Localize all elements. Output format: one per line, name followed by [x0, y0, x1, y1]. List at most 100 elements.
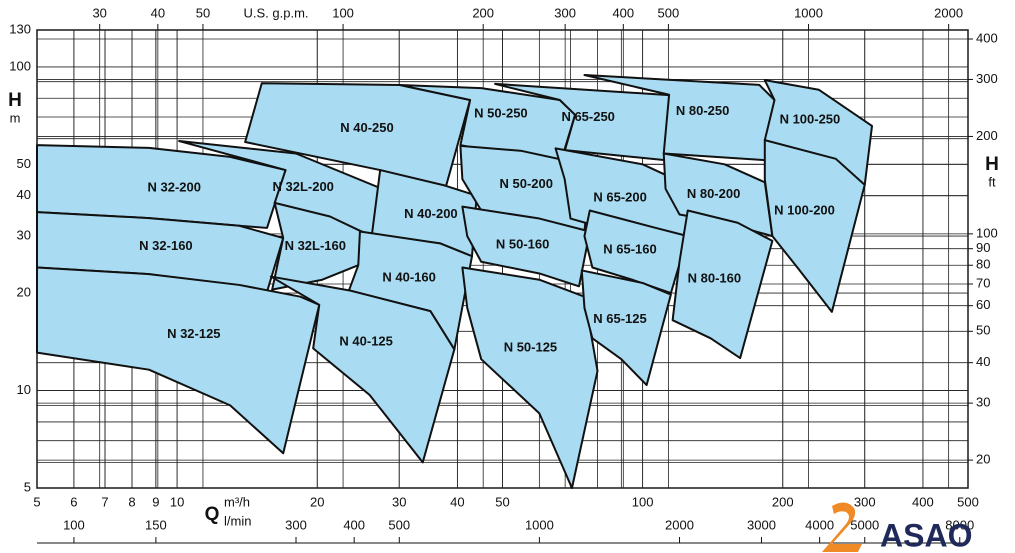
region-label: N 100-200 — [774, 203, 835, 218]
x3-tick-label: 8000 — [945, 517, 974, 532]
y2-tick-label: 400 — [976, 30, 998, 45]
logo-text: ASAO — [880, 517, 972, 553]
region-label: N 40-160 — [382, 270, 435, 285]
x3-tick-label: 500 — [388, 517, 410, 532]
y-tick-label: 20 — [17, 285, 31, 300]
x2-tick-label: 500 — [658, 5, 680, 20]
x-tick-label: 8 — [128, 494, 135, 509]
x3-tick-label: 4000 — [805, 517, 834, 532]
region-label: N 80-160 — [688, 270, 741, 285]
y-tick-label: 40 — [17, 187, 31, 202]
region-label: N 32L-200 — [272, 179, 333, 194]
x2-tick-label: 200 — [472, 5, 494, 20]
y2-tick-label: 300 — [976, 71, 998, 86]
y-tick-label: 5 — [24, 479, 31, 494]
pump-region — [671, 209, 774, 360]
x-tick-label: 30 — [392, 494, 406, 509]
region-label: N 65-125 — [593, 311, 646, 326]
x3-tick-label: 2000 — [665, 517, 694, 532]
x2-tick-label: 300 — [554, 5, 576, 20]
region-label: N 65-250 — [561, 109, 614, 124]
x3-tick-label: 150 — [145, 517, 167, 532]
x-tick-label: 300 — [854, 494, 876, 509]
x3-tick-label: 3000 — [747, 517, 776, 532]
x-tick-label: 5 — [33, 494, 40, 509]
x-tick-label: 6 — [70, 494, 77, 509]
y2-tick-label: 90 — [976, 240, 990, 255]
x-unit: m³/h — [224, 494, 250, 509]
x-tick-label: 7 — [101, 494, 108, 509]
x3-tick-label: 1000 — [525, 517, 554, 532]
y-label: H — [8, 90, 22, 111]
region-label: N 50-250 — [474, 105, 527, 120]
x-tick-label: 50 — [495, 494, 509, 509]
x2-tick-label: 400 — [612, 5, 634, 20]
y2-tick-label: 40 — [976, 354, 990, 369]
x-tick-label: 200 — [772, 494, 794, 509]
x2-unit: U.S. g.p.m. — [243, 5, 308, 20]
region-label: N 32L-160 — [285, 238, 346, 253]
region-label: N 32-200 — [148, 179, 201, 194]
x-tick-label: 40 — [450, 494, 464, 509]
regions — [36, 73, 874, 489]
y-tick-label: 100 — [9, 58, 31, 73]
pump-region — [763, 139, 866, 313]
pump-region — [580, 269, 672, 387]
pump-region — [461, 266, 599, 489]
region-label: N 80-250 — [676, 103, 729, 118]
y2-label: H — [985, 154, 999, 175]
logo-shape — [822, 502, 862, 552]
y2-tick-label: 50 — [976, 323, 990, 338]
region-label: N 50-160 — [496, 236, 549, 251]
y2-tick-label: 200 — [976, 128, 998, 143]
y2-tick-label: 100 — [976, 225, 998, 240]
x-tick-label: 100 — [632, 494, 654, 509]
region-label: N 32-125 — [167, 326, 220, 341]
logo-mark — [822, 502, 862, 552]
y2-unit: ft — [988, 174, 996, 189]
x2-tick-label: 40 — [151, 5, 165, 20]
region-label: N 40-125 — [339, 334, 392, 349]
axes: 5 6 7 8 9 10 20 30 40 50 100 200 300 400 500 5 10 20 30 40 5… — [9, 5, 998, 544]
y2-tick-label: 20 — [976, 452, 990, 467]
region-label: N 100-250 — [780, 112, 841, 127]
x-tick-label: 500 — [957, 494, 979, 509]
region-label: N 50-125 — [504, 339, 557, 354]
region-label: N 65-200 — [593, 189, 646, 204]
x2-tick-label: 100 — [332, 5, 354, 20]
y-tick-label: 10 — [17, 382, 31, 397]
pump-region — [36, 266, 321, 455]
x-tick-label: 10 — [170, 494, 184, 509]
region-label: N 80-200 — [687, 186, 740, 201]
y2-tick-label: 70 — [976, 275, 990, 290]
region-label: N 40-200 — [404, 206, 457, 221]
x3-tick-label: 400 — [343, 517, 365, 532]
region-label: N 65-160 — [603, 241, 656, 256]
x-label: Q — [205, 504, 220, 525]
x2-tick-label: 50 — [196, 5, 210, 20]
x3-tick-label: 100 — [63, 517, 85, 532]
x-tick-label: 400 — [912, 494, 934, 509]
pump-region — [461, 205, 591, 288]
region-label: N 40-250 — [340, 120, 393, 135]
x3-tick-label: 300 — [285, 517, 307, 532]
x2-tick-label: 30 — [92, 5, 106, 20]
region-labels: N 32-200 N 32-160 N 32-125 N 32L-200 N 32L-1… — [139, 103, 840, 355]
pump-region — [271, 201, 368, 291]
pump-region — [269, 275, 456, 464]
x2-tick-label: 1000 — [794, 5, 823, 20]
y-tick-label: 50 — [17, 156, 31, 171]
region-label: N 50-200 — [499, 176, 552, 191]
y2-tick-label: 30 — [976, 395, 990, 410]
y-tick-label: 130 — [9, 21, 31, 36]
region-label: N 32-160 — [139, 238, 192, 253]
x3-tick-label: 5000 — [850, 517, 879, 532]
y2-tick-label: 80 — [976, 257, 990, 272]
y-unit: m — [10, 110, 21, 125]
x2-tick-label: 2000 — [934, 5, 963, 20]
y-tick-label: 30 — [17, 228, 31, 243]
x3-unit: l/min — [224, 513, 251, 528]
y2-tick-label: 60 — [976, 297, 990, 312]
x-tick-label: 9 — [152, 494, 159, 509]
